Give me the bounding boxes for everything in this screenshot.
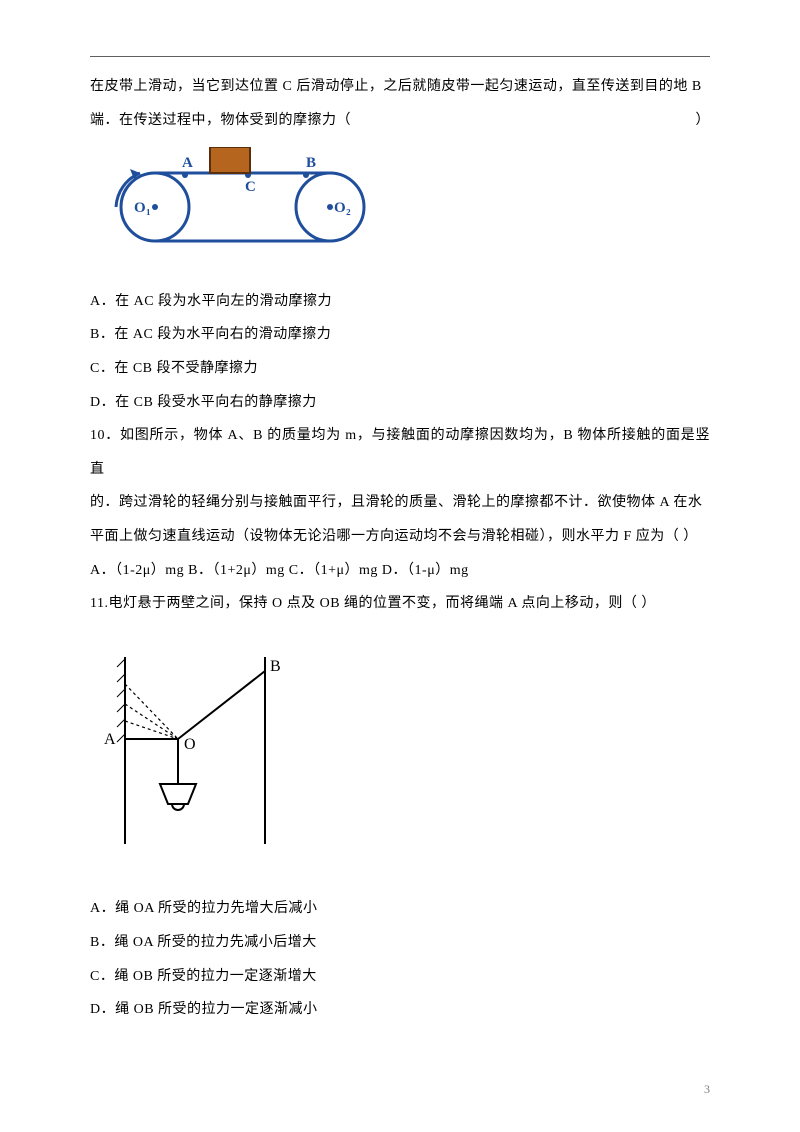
q10-options: A．（1-2μ）mg B．（1+2μ）mg C．（1+μ）mg D．（1-μ）m… [90, 554, 710, 588]
label-O1: O₁ [134, 200, 151, 216]
q9-stem-line1: 在皮带上滑动，当它到达位置 C 后滑动停止，之后就随皮带一起匀速运动，直至传送到… [90, 70, 710, 104]
label-A: A [182, 155, 193, 171]
figure-conveyor: A B C O₁ O₂ [90, 147, 710, 271]
figure-lamp: A B O [90, 649, 710, 863]
q10-line3: 平面上做匀速直线运动（设物体无论沿哪一方向运动均不会与滑轮相碰），则水平力 F … [90, 520, 710, 554]
label-C: C [245, 179, 256, 195]
q10-line1: 10．如图所示，物体 A、B 的质量均为 m，与接触面的动摩擦因数均为，B 物体… [90, 419, 710, 486]
page-number: 3 [704, 1075, 710, 1104]
q9-opt-A: A．在 AC 段为水平向左的滑动摩擦力 [90, 285, 710, 319]
conveyor-svg: A B C O₁ O₂ [90, 147, 390, 257]
q11-opt-A: A．绳 OA 所受的拉力先增大后减小 [90, 892, 710, 926]
q11-opt-D: D．绳 OB 所受的拉力一定逐渐减小 [90, 993, 710, 1027]
q9-stem-paren-close: ） [696, 104, 711, 138]
header-rule [90, 56, 710, 57]
label-lamp-A: A [104, 731, 116, 748]
q11-opt-C: C．绳 OB 所受的拉力一定逐渐增大 [90, 960, 710, 994]
q9-opt-D: D．在 CB 段受水平向右的静摩擦力 [90, 386, 710, 420]
q10-line2: 的．跨过滑轮的轻绳分别与接触面平行，且滑轮的质量、滑轮上的摩擦都不计．欲使物体 … [90, 486, 710, 520]
q9-stem-line2: 端．在传送过程中，物体受到的摩擦力（ ） [90, 104, 710, 138]
lamp-svg: A B O [90, 649, 290, 849]
q9-opt-B: B．在 AC 段为水平向右的滑动摩擦力 [90, 318, 710, 352]
label-B: B [306, 155, 317, 171]
q9-stem-line2-text: 端．在传送过程中，物体受到的摩擦力（ [90, 104, 351, 138]
label-lamp-B: B [270, 658, 281, 675]
q11-stem: 11.电灯悬于两壁之间，保持 O 点及 OB 绳的位置不变，而将绳端 A 点向上… [90, 587, 710, 621]
label-lamp-O: O [184, 736, 196, 753]
q9-opt-C: C．在 CB 段不受静摩擦力 [90, 352, 710, 386]
page-content: 在皮带上滑动，当它到达位置 C 后滑动停止，之后就随皮带一起匀速运动，直至传送到… [90, 70, 710, 1027]
label-O2: O₂ [334, 200, 351, 216]
q11-opt-B: B．绳 OA 所受的拉力先减小后增大 [90, 926, 710, 960]
